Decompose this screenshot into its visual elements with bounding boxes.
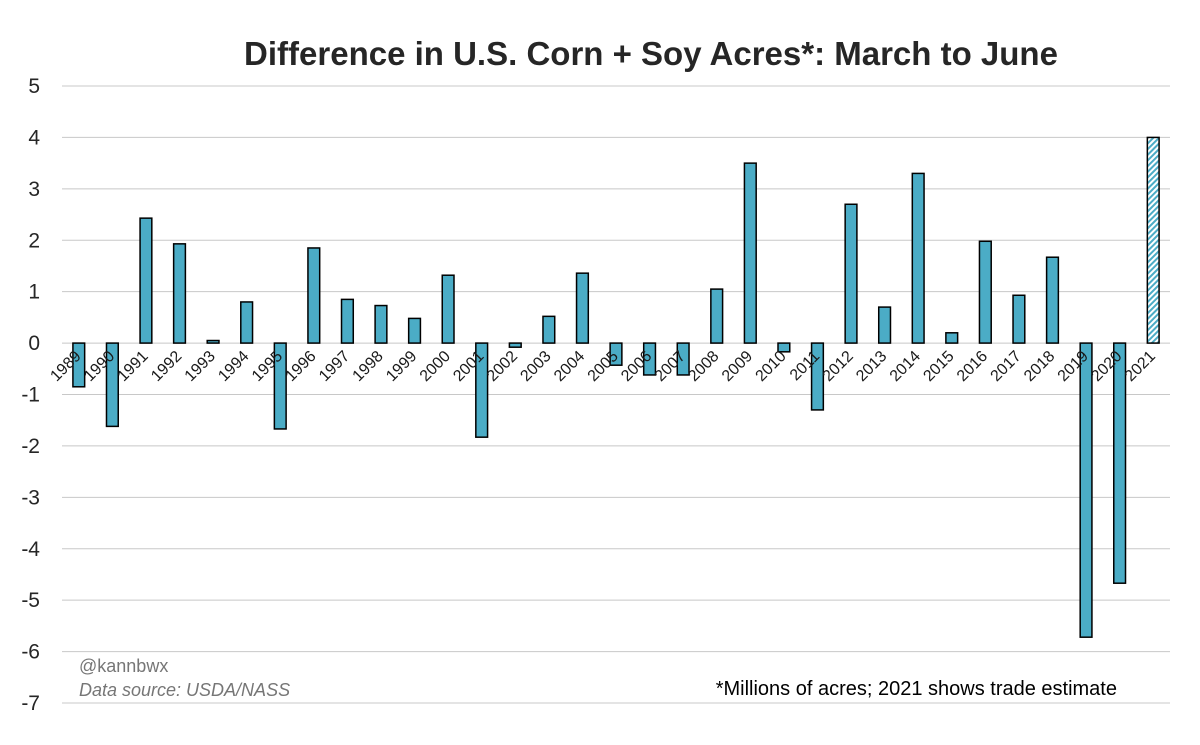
bar [844,203,858,344]
bar [978,240,992,344]
bar [1045,256,1060,344]
y-axis-ticks: 5 4 3 2 1 0 -1 -2 -3 -4 -5 -6 -7 [21,75,40,715]
x-tick-label: 1994 [215,348,252,385]
bar [407,317,422,344]
bar [340,298,355,344]
bar [609,342,623,366]
bar [240,301,254,344]
y-tick-label: -2 [21,435,40,458]
x-tick-label: 1992 [148,348,185,385]
author-handle: @kannbwx [79,656,168,676]
x-tick-label: 2018 [1021,348,1058,385]
bar [810,342,825,411]
x-tick-label: 2002 [484,348,521,385]
gridlines [62,85,1170,704]
x-tick-label: 1998 [350,348,387,385]
bar-estimate [1146,136,1160,344]
bar [777,342,791,353]
x-tick-label: 2012 [820,348,857,385]
data-source-note: Data source: USDA/NASS [79,680,290,700]
y-tick-label: -3 [21,486,40,509]
y-tick-label: -6 [21,641,40,664]
bar [273,342,287,430]
y-tick-label: 3 [28,178,40,201]
x-tick-label: 2015 [920,348,957,385]
y-tick-label: -1 [21,384,40,407]
x-tick-label: 2014 [887,348,924,385]
bar [105,342,119,428]
bar [575,272,590,344]
bar [911,172,925,344]
bar [945,332,959,344]
chart-title: Difference in U.S. Corn + Soy Acres*: Ma… [244,35,1058,72]
y-tick-label: -5 [21,589,40,612]
x-tick-label: 2008 [685,348,722,385]
bar [206,339,220,344]
x-tick-label: 2013 [853,348,890,385]
bar [642,342,657,376]
y-tick-label: 2 [28,229,40,252]
x-tick-label: 2000 [417,348,454,385]
x-tick-label: 2009 [719,348,756,385]
x-tick-label: 2017 [988,348,1025,385]
bar [1113,342,1127,584]
bar [710,288,724,344]
bar [1012,294,1026,344]
y-tick-label: -7 [21,692,40,715]
x-tick-label: 2003 [517,348,554,385]
x-tick-label: 2021 [1122,348,1159,385]
bar [475,342,489,438]
y-tick-label: 1 [28,281,40,304]
x-tick-label: 1993 [182,348,219,385]
x-axis-ticks: 1989199019911992199319941995199619971998… [47,348,1159,385]
bar [72,342,86,388]
bars [72,136,1160,638]
bar [441,274,455,344]
x-tick-label: 1991 [115,348,152,385]
x-tick-label: 2010 [753,348,790,385]
bar [1079,342,1093,638]
bar [508,342,522,348]
y-tick-label: 5 [28,75,40,98]
bar [542,315,556,344]
bar [172,243,187,344]
x-tick-label: 1997 [316,348,353,385]
bar [743,162,757,344]
y-tick-label: -4 [21,538,40,561]
x-tick-label: 2016 [954,348,991,385]
y-tick-label: 0 [28,332,40,355]
bar [877,306,892,344]
bar [676,342,690,376]
units-footnote: *Millions of acres; 2021 shows trade est… [716,678,1117,700]
bar [139,217,153,344]
x-tick-label: 2004 [551,348,588,385]
bar [307,247,321,344]
x-tick-label: 1996 [282,348,319,385]
x-tick-label: 1999 [383,348,420,385]
y-tick-label: 4 [28,126,40,149]
bar [374,304,388,344]
